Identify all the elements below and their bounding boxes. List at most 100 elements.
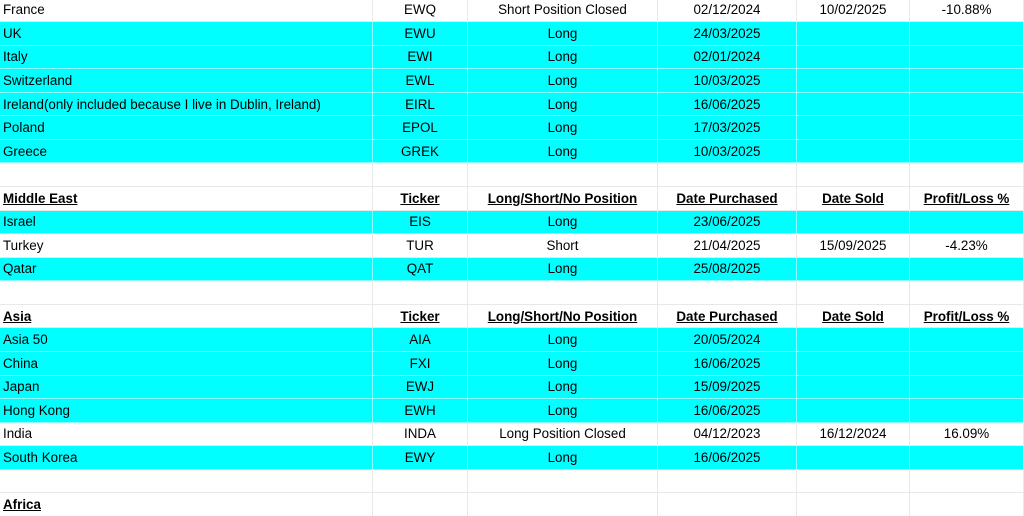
cell-country[interactable]: Switzerland xyxy=(0,69,373,93)
cell-position[interactable]: Long xyxy=(468,210,658,235)
column-header-cell-ticker[interactable]: Ticker xyxy=(373,304,468,329)
empty-cell[interactable] xyxy=(468,469,658,494)
cell-ticker[interactable]: EWJ xyxy=(373,375,468,400)
column-header-cell-position[interactable]: Long/Short/No Position xyxy=(468,304,658,329)
column-header-cell-position[interactable]: Long/Short/No Position xyxy=(468,187,658,211)
cell-date_sold[interactable]: 15/09/2025 xyxy=(797,234,910,258)
cell-date_sold[interactable] xyxy=(797,446,910,470)
cell-date_purchased[interactable]: 02/01/2024 xyxy=(658,45,797,70)
cell-country[interactable]: Ireland(only included because I live in … xyxy=(0,92,373,117)
cell-profit_loss[interactable] xyxy=(910,446,1024,470)
cell-position[interactable]: Long xyxy=(468,399,658,423)
cell-country[interactable]: Poland xyxy=(0,116,373,140)
cell-country[interactable]: Italy xyxy=(0,45,373,70)
cell-country[interactable]: Israel xyxy=(0,210,373,235)
cell-ticker[interactable]: EIS xyxy=(373,210,468,235)
cell-profit_loss[interactable] xyxy=(910,210,1024,235)
cell-position[interactable]: Long xyxy=(468,92,658,117)
empty-cell[interactable] xyxy=(910,281,1024,305)
cell-date_sold[interactable] xyxy=(797,139,910,164)
empty-cell[interactable] xyxy=(658,469,797,494)
cell-country[interactable]: Asia 50 xyxy=(0,328,373,352)
cell-date_purchased[interactable]: 16/06/2025 xyxy=(658,399,797,423)
cell-date_sold[interactable] xyxy=(797,116,910,140)
empty-cell[interactable] xyxy=(797,281,910,305)
cell-profit_loss[interactable]: 16.09% xyxy=(910,422,1024,447)
cell-date_sold[interactable] xyxy=(797,92,910,117)
cell-date_sold[interactable] xyxy=(797,328,910,352)
cell-date_purchased[interactable]: 02/12/2024 xyxy=(658,0,797,23)
empty-cell[interactable] xyxy=(910,163,1024,187)
column-header-cell-date_sold[interactable]: Date Sold xyxy=(797,304,910,329)
column-header-cell-date_purchased[interactable]: Date Purchased xyxy=(658,304,797,329)
cell-date_purchased[interactable]: 10/03/2025 xyxy=(658,69,797,93)
cell-date_purchased[interactable]: 15/09/2025 xyxy=(658,375,797,400)
cell-date_purchased[interactable]: 20/05/2024 xyxy=(658,328,797,352)
cell-profit_loss[interactable] xyxy=(910,328,1024,352)
cell-position[interactable]: Long xyxy=(468,22,658,46)
cell-position[interactable]: Long xyxy=(468,257,658,282)
cell-position[interactable]: Long xyxy=(468,45,658,70)
column-header-cell-ticker[interactable]: Ticker xyxy=(373,187,468,211)
cell-country[interactable]: Qatar xyxy=(0,257,373,282)
cell-ticker[interactable]: TUR xyxy=(373,234,468,258)
cell-date_purchased[interactable]: 16/06/2025 xyxy=(658,92,797,117)
cell-ticker[interactable]: EIRL xyxy=(373,92,468,117)
cell-profit_loss[interactable] xyxy=(910,139,1024,164)
cell-ticker[interactable]: FXI xyxy=(373,351,468,376)
cell-position[interactable]: Long xyxy=(468,116,658,140)
cell-country[interactable]: India xyxy=(0,422,373,447)
cell-country[interactable]: Japan xyxy=(0,375,373,400)
cell-position[interactable]: Long xyxy=(468,69,658,93)
cell-ticker[interactable]: EWQ xyxy=(373,0,468,23)
column-header-cell-profit_loss[interactable]: Profit/Loss % xyxy=(910,187,1024,211)
empty-cell[interactable] xyxy=(468,163,658,187)
cell-country[interactable]: China xyxy=(0,351,373,376)
cell-date_sold[interactable] xyxy=(797,69,910,93)
cell-country[interactable]: Greece xyxy=(0,139,373,164)
empty-cell[interactable] xyxy=(910,469,1024,494)
empty-cell[interactable] xyxy=(0,163,373,187)
cell-position[interactable]: Short Position Closed xyxy=(468,0,658,23)
cell-profit_loss[interactable] xyxy=(910,399,1024,423)
empty-cell[interactable] xyxy=(797,493,910,516)
cell-date_sold[interactable] xyxy=(797,22,910,46)
cell-profit_loss[interactable] xyxy=(910,22,1024,46)
cell-profit_loss[interactable] xyxy=(910,116,1024,140)
cell-ticker[interactable]: QAT xyxy=(373,257,468,282)
cell-date_sold[interactable] xyxy=(797,45,910,70)
cell-country[interactable]: Hong Kong xyxy=(0,399,373,423)
cell-date_sold[interactable] xyxy=(797,351,910,376)
cell-profit_loss[interactable] xyxy=(910,69,1024,93)
cell-profit_loss[interactable] xyxy=(910,92,1024,117)
cell-profit_loss[interactable]: -10.88% xyxy=(910,0,1024,23)
cell-date_sold[interactable] xyxy=(797,399,910,423)
cell-profit_loss[interactable] xyxy=(910,45,1024,70)
cell-date_sold[interactable]: 10/02/2025 xyxy=(797,0,910,23)
empty-cell[interactable] xyxy=(373,493,468,516)
cell-position[interactable]: Short xyxy=(468,234,658,258)
empty-cell[interactable] xyxy=(910,493,1024,516)
cell-position[interactable]: Long xyxy=(468,328,658,352)
empty-cell[interactable] xyxy=(373,163,468,187)
cell-country[interactable]: France xyxy=(0,0,373,23)
cell-position[interactable]: Long xyxy=(468,446,658,470)
cell-country[interactable]: UK xyxy=(0,22,373,46)
cell-date_sold[interactable] xyxy=(797,257,910,282)
cell-date_purchased[interactable]: 16/06/2025 xyxy=(658,351,797,376)
cell-date_purchased[interactable]: 21/04/2025 xyxy=(658,234,797,258)
cell-date_purchased[interactable]: 25/08/2025 xyxy=(658,257,797,282)
column-header-cell-date_purchased[interactable]: Date Purchased xyxy=(658,187,797,211)
cell-ticker[interactable]: EPOL xyxy=(373,116,468,140)
cell-ticker[interactable]: GREK xyxy=(373,139,468,164)
cell-date_sold[interactable] xyxy=(797,210,910,235)
empty-cell[interactable] xyxy=(658,163,797,187)
empty-cell[interactable] xyxy=(373,469,468,494)
cell-ticker[interactable]: INDA xyxy=(373,422,468,447)
cell-country[interactable]: South Korea xyxy=(0,446,373,470)
section-title-cell[interactable]: Middle East xyxy=(0,187,373,211)
cell-ticker[interactable]: EWL xyxy=(373,69,468,93)
empty-cell[interactable] xyxy=(797,469,910,494)
cell-profit_loss[interactable] xyxy=(910,351,1024,376)
cell-country[interactable]: Turkey xyxy=(0,234,373,258)
